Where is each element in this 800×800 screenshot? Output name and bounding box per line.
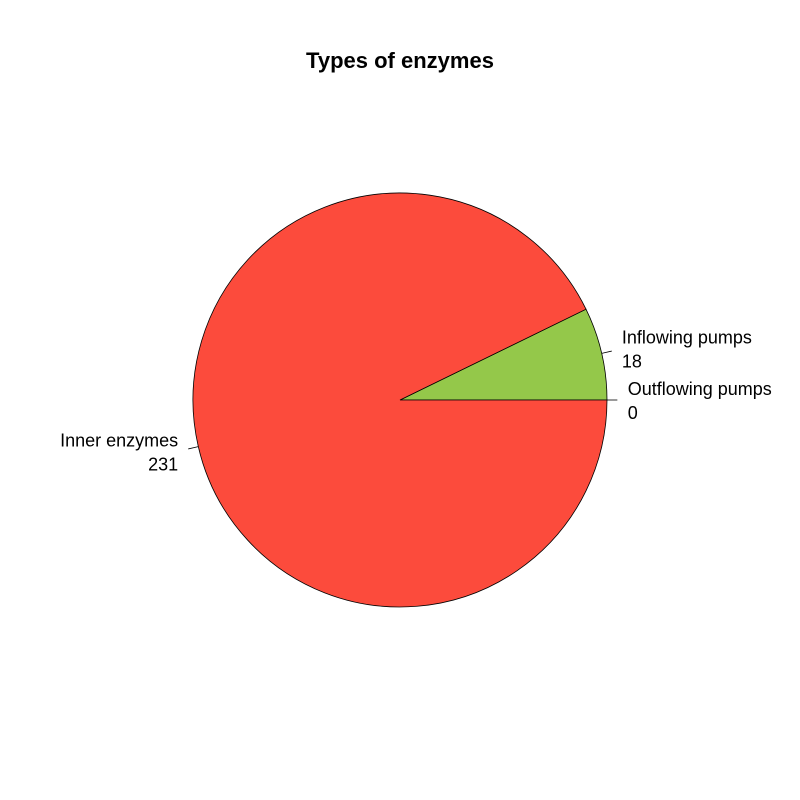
leader-line-inflowing-pumps (601, 350, 612, 354)
slice-label-name: Outflowing pumps (628, 379, 772, 399)
pie-slice-inner-enzymes (192, 192, 608, 608)
slice-label-inflowing-pumps: Inflowing pumps 18 (622, 328, 752, 372)
slice-label-name: Inflowing pumps (622, 328, 752, 348)
slice-label-value: 231 (148, 454, 178, 474)
leader-line-inner-enzymes (188, 446, 199, 450)
pie-labels: Outflowing pumps 0 Inflowing pumps 18 Inner … (60, 328, 772, 475)
slice-label-value: 0 (628, 403, 638, 423)
chart-title: Types of enzymes (306, 48, 494, 73)
slice-label-inner-enzymes: Inner enzymes 231 (60, 430, 178, 474)
slice-label-outflowing-pumps: Outflowing pumps 0 (628, 379, 772, 423)
slice-label-value: 18 (622, 352, 642, 372)
pie-slices (192, 192, 608, 608)
slice-label-name: Inner enzymes (60, 430, 178, 450)
